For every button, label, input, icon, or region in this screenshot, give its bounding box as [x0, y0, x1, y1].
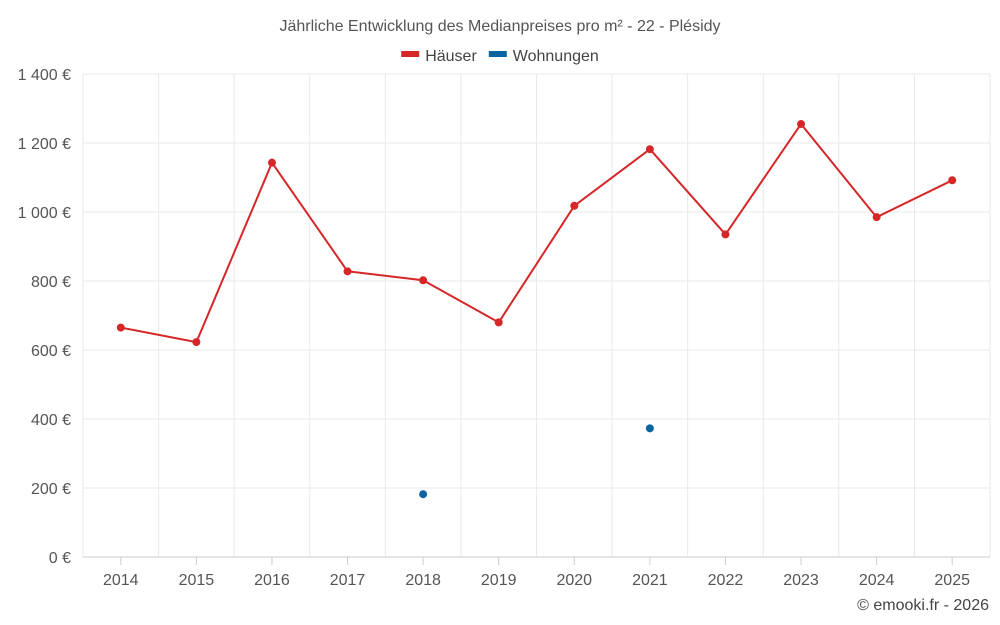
data-point-h-user [570, 201, 579, 210]
y-tick-label: 400 € [31, 412, 71, 429]
x-tick-label: 2017 [330, 572, 366, 589]
data-point-wohnungen [419, 490, 428, 499]
data-point-h-user [797, 120, 806, 129]
x-tick-label: 2019 [481, 572, 517, 589]
x-tick-label: 2016 [254, 572, 290, 589]
data-point-h-user [267, 158, 276, 167]
legend-swatch-h-user [401, 51, 420, 57]
y-tick-label: 800 € [31, 274, 71, 291]
data-point-h-user [343, 267, 352, 276]
x-tick-label: 2014 [103, 572, 139, 589]
x-tick-label: 2024 [859, 572, 895, 589]
x-tick-label: 2015 [179, 572, 215, 589]
x-tick-label: 2018 [405, 572, 441, 589]
data-point-h-user [948, 176, 957, 185]
y-tick-label: 1 000 € [18, 205, 71, 222]
data-point-h-user [192, 338, 201, 347]
x-tick-label: 2023 [783, 572, 819, 589]
x-tick-label: 2020 [556, 572, 592, 589]
data-point-h-user [872, 213, 881, 222]
x-tick-label: 2021 [632, 572, 668, 589]
y-tick-label: 1 400 € [18, 67, 71, 84]
data-point-h-user [419, 276, 428, 285]
x-tick-label: 2022 [708, 572, 744, 589]
series-line-h-user [120, 123, 953, 344]
chart-title: Jährliche Entwicklung des Medianpreises … [279, 18, 720, 35]
y-tick-label: 200 € [31, 481, 71, 498]
data-point-h-user [721, 230, 730, 239]
y-axis: 0 € 200 € 400 € 600 € 800 € 1 000 € 1 200 € 1 4… [18, 67, 71, 567]
data-point-h-user [494, 318, 503, 327]
y-tick-label: 600 € [31, 343, 71, 360]
data-point-wohnungen [645, 424, 654, 433]
legend: Häuser Wohnungen [401, 48, 599, 65]
series-layer [116, 120, 957, 499]
y-tick-label: 0 € [49, 550, 71, 567]
grid [82, 73, 991, 557]
data-point-h-user [116, 323, 125, 332]
data-point-h-user [645, 145, 654, 154]
legend-swatch-wohnungen [488, 51, 507, 57]
copyright-footer: © emooki.fr - 2026 [857, 597, 989, 614]
x-tick-label: 2025 [934, 572, 970, 589]
x-axis: 2014 2015 2016 2017 2018 2019 2020 2021 2022 2023… [83, 556, 990, 589]
legend-label-h-user: Häuser [425, 48, 477, 65]
y-tick-label: 1 200 € [18, 136, 71, 153]
legend-label-wohnungen: Wohnungen [513, 48, 599, 65]
